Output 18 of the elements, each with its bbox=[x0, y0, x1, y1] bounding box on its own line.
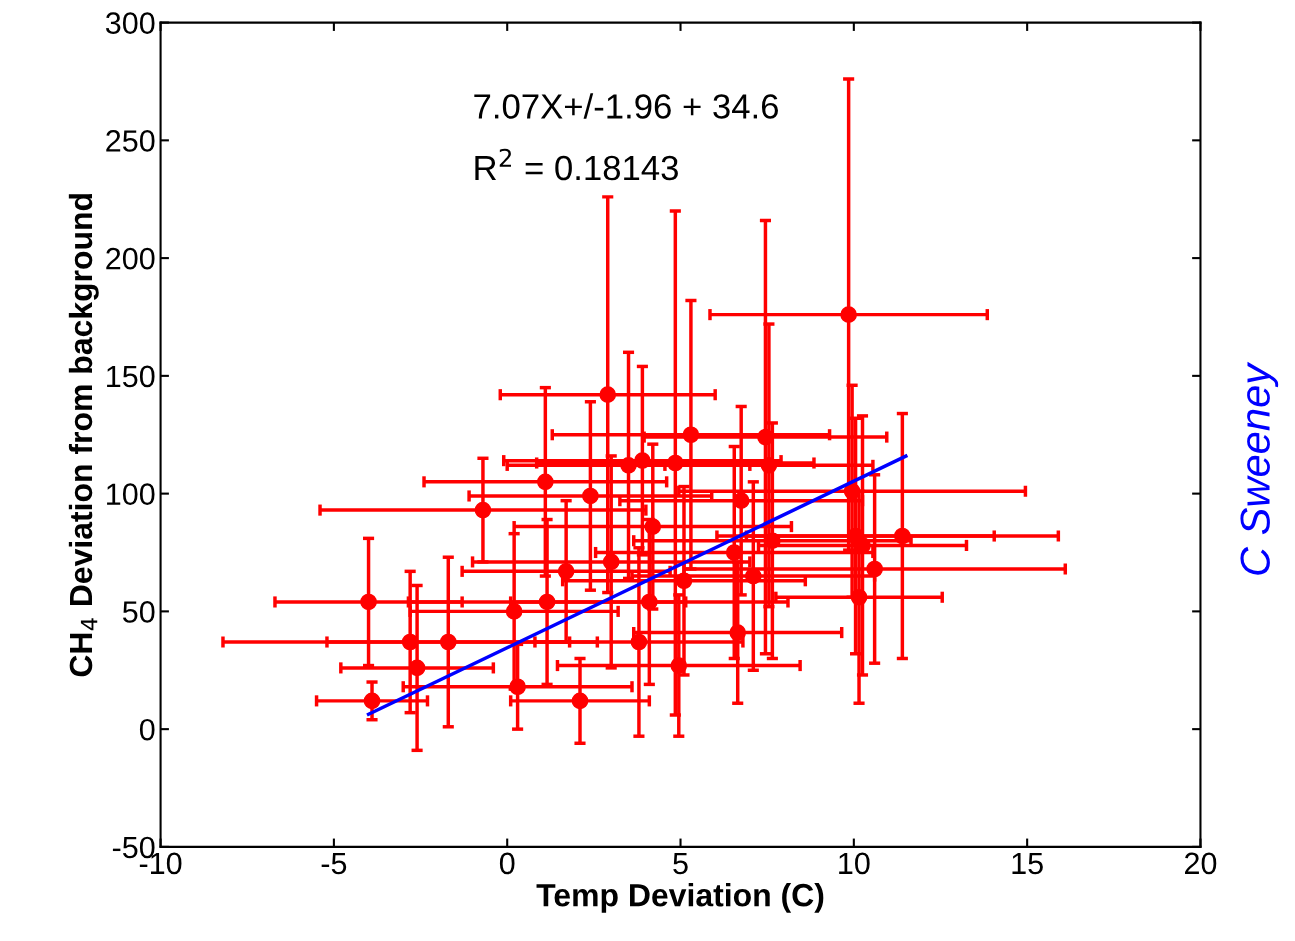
x-tick-label: -5 bbox=[321, 852, 347, 875]
text: C Sweeney bbox=[1240, 361, 1279, 575]
x-tick-label: 0 bbox=[499, 852, 515, 875]
annotation: R$^{2}$ = 0.18143 bbox=[475, 148, 678, 181]
x-tick-label: 20 bbox=[1185, 852, 1217, 875]
annotation: 7.07X+/-1.96 + 34.6 bbox=[474, 93, 778, 119]
y-tick-label: 300 bbox=[105, 12, 155, 34]
y-tick-label: 50 bbox=[122, 601, 155, 623]
y-tick-label: 150 bbox=[107, 365, 155, 388]
x-tick-label: 5 bbox=[673, 852, 688, 875]
y-tick-label: 100 bbox=[107, 483, 155, 505]
x-axis-title: Temp Deviation (C) bbox=[536, 883, 824, 913]
x-tick-label: 10 bbox=[839, 852, 870, 875]
y-tick-label: 0 bbox=[139, 718, 155, 741]
y-axis-title: CH$_{4}$ Deviation from background bbox=[68, 194, 99, 677]
y-tick-label: 250 bbox=[106, 130, 155, 152]
x-tick-label: 15 bbox=[1012, 852, 1043, 875]
y-tick-label: 200 bbox=[106, 247, 155, 270]
